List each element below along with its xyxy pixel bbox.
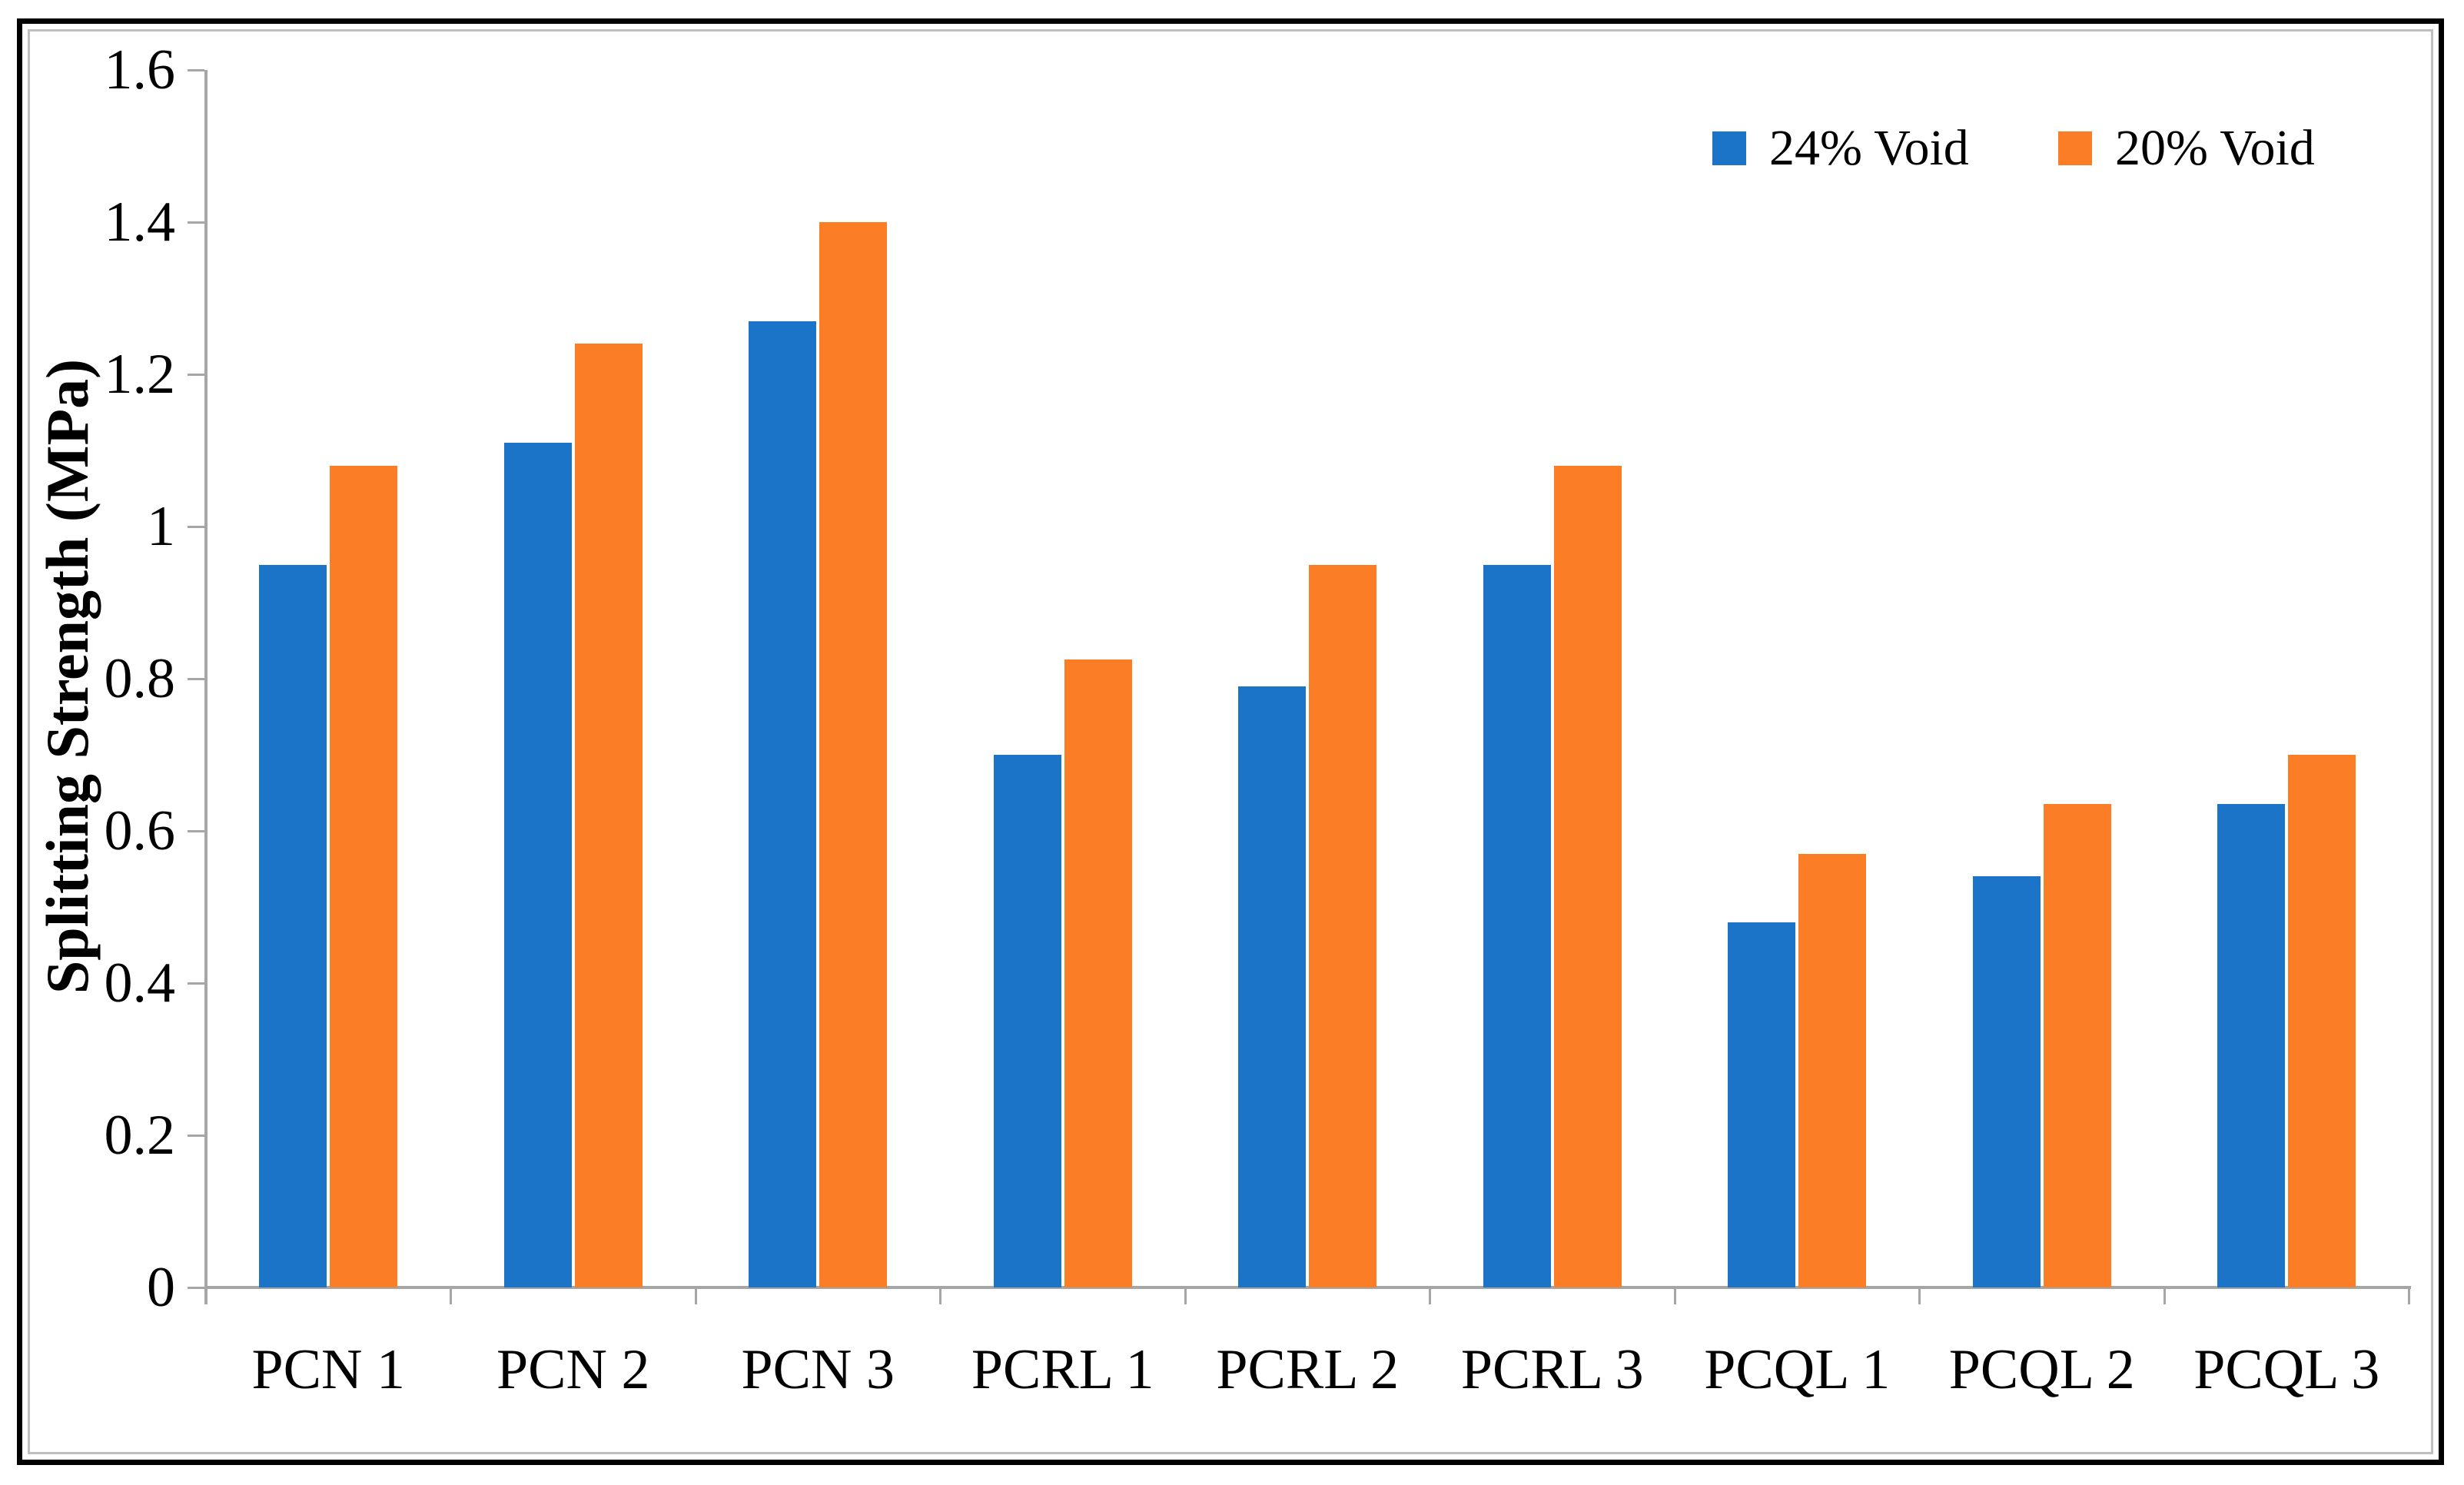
bar-20-void-pcrl-3: [1553, 465, 1622, 1287]
bar-20-void-pcn-3: [819, 222, 888, 1287]
y-tick-label: 0.8: [104, 647, 176, 710]
x-category-label: PCN 1: [251, 1338, 405, 1401]
x-tick: [1429, 1287, 1431, 1304]
bar-24-void-pcrl-2: [1238, 686, 1307, 1287]
x-category-label: PCN 2: [496, 1338, 650, 1401]
y-tick-label: 0.6: [104, 799, 176, 862]
y-tick: [188, 982, 204, 985]
y-tick: [188, 525, 204, 528]
bar-20-void-pcql-2: [2043, 804, 2111, 1287]
x-tick: [450, 1287, 452, 1304]
y-tick: [188, 1134, 204, 1137]
x-tick: [939, 1287, 941, 1304]
y-axis-line: [204, 70, 208, 1304]
bar-24-void-pcn-1: [259, 564, 327, 1287]
y-tick: [188, 373, 204, 376]
bar-24-void-pcql-2: [1972, 876, 2041, 1287]
bar-24-void-pcql-1: [1728, 922, 1796, 1287]
x-category-label: PCQL 3: [2193, 1338, 2380, 1401]
x-axis-line: [204, 1286, 2411, 1289]
x-category-label: PCRL 3: [1460, 1338, 1644, 1401]
y-tick-label: 1: [147, 495, 175, 558]
y-tick: [188, 68, 204, 71]
y-tick: [188, 221, 204, 224]
bar-20-void-pcn-1: [330, 465, 398, 1287]
y-tick-label: 1.2: [104, 343, 176, 406]
bar-20-void-pcn-2: [574, 344, 643, 1287]
legend-item-24-void: 24% Void: [1712, 114, 1969, 183]
x-tick: [2408, 1287, 2410, 1304]
bar-20-void-pcrl-1: [1064, 659, 1132, 1287]
legend-item-20-void: 20% Void: [2058, 114, 2315, 183]
legend-swatch-24-void: [1712, 131, 1746, 165]
legend-label-24-void: 24% Void: [1769, 120, 1969, 176]
legend-swatch-20-void: [2058, 131, 2092, 165]
x-tick: [694, 1287, 697, 1304]
bar-20-void-pcql-1: [1798, 853, 1867, 1287]
bar-24-void-pcn-2: [503, 443, 572, 1287]
bar-24-void-pcn-3: [749, 321, 817, 1287]
legend-label-20-void: 20% Void: [2115, 120, 2315, 176]
x-tick: [1918, 1287, 1921, 1304]
bar-24-void-pcrl-3: [1483, 564, 1551, 1287]
x-tick: [1673, 1287, 1676, 1304]
y-tick: [188, 677, 204, 680]
y-tick-label: 1.4: [104, 191, 176, 254]
y-tick-label: 0.2: [104, 1104, 176, 1167]
x-category-label: PCN 3: [741, 1338, 895, 1401]
x-tick: [2163, 1287, 2166, 1304]
x-category-label: PCRL 2: [1216, 1338, 1400, 1401]
y-tick-label: 0.4: [104, 952, 176, 1015]
bar-24-void-pcql-3: [2217, 804, 2286, 1287]
y-tick-label: 0: [147, 1256, 175, 1319]
x-category-label: PCQL 2: [1948, 1338, 2135, 1401]
x-category-label: PCQL 1: [1704, 1338, 1891, 1401]
x-category-label: PCRL 1: [971, 1338, 1154, 1401]
y-tick-label: 1.6: [104, 38, 176, 101]
bar-20-void-pcrl-2: [1309, 564, 1377, 1287]
x-tick: [204, 1287, 208, 1304]
bar-24-void-pcrl-1: [993, 755, 1061, 1287]
x-tick: [1184, 1287, 1187, 1304]
y-tick: [188, 1286, 204, 1289]
y-tick: [188, 829, 204, 832]
bar-20-void-pcql-3: [2288, 755, 2356, 1287]
